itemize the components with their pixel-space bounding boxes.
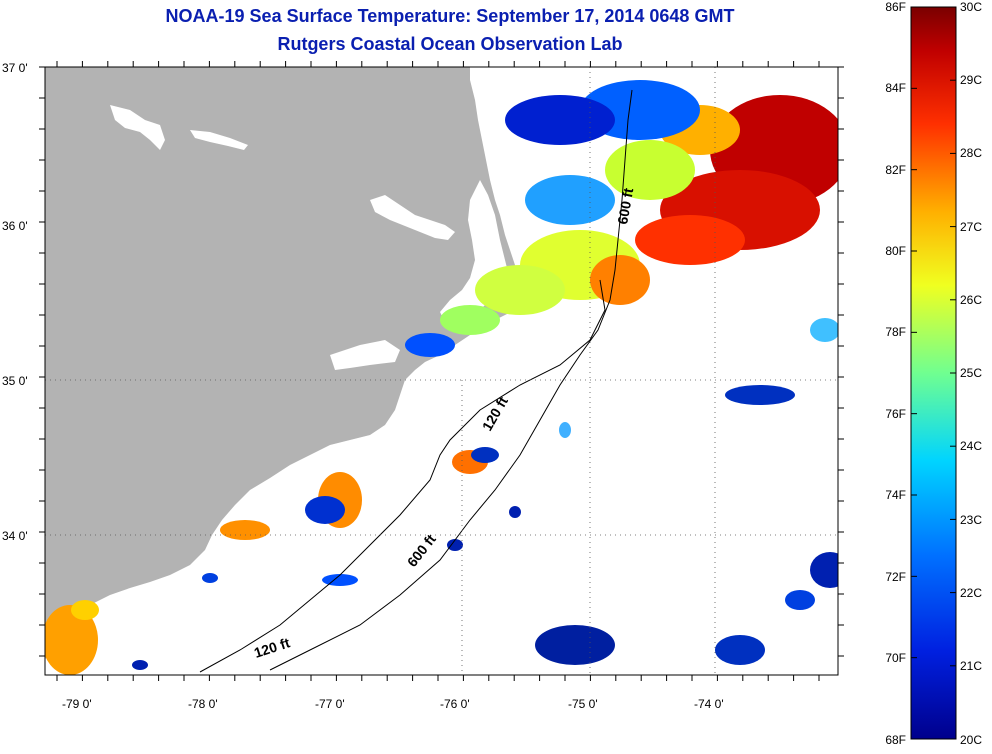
axis-ticks xyxy=(39,61,844,681)
lon-label-75: -75 0' xyxy=(568,697,598,711)
colorbar-c-label: 25C xyxy=(960,366,983,380)
colorbar-f-label: 86F xyxy=(885,0,906,14)
contour-600ft xyxy=(269,89,633,671)
colorbar-ticks xyxy=(911,6,956,740)
colorbar-c-label: 21C xyxy=(960,659,983,673)
map-title: NOAA-19 Sea Surface Temperature: Septemb… xyxy=(165,6,735,26)
colorbar xyxy=(910,6,957,740)
lon-label-74: -74 0' xyxy=(694,697,724,711)
colorbar-f-label: 74F xyxy=(885,488,906,502)
contour-120ft xyxy=(199,279,606,673)
colorbar-c-label: 26C xyxy=(960,293,983,307)
colorbar-f-label: 84F xyxy=(885,81,906,95)
lon-label-78: -78 0' xyxy=(188,697,218,711)
sound-water xyxy=(330,340,400,370)
map-subtitle: Rutgers Coastal Ocean Observation Lab xyxy=(277,34,623,54)
colorbar-c-label: 23C xyxy=(960,513,983,527)
lon-label-79: -79 0' xyxy=(62,697,92,711)
map-frame xyxy=(44,66,839,676)
colorbar-f-label: 76F xyxy=(885,407,906,421)
colorbar-f-label: 78F xyxy=(885,325,906,339)
lat-label-34: 34 0' xyxy=(2,529,28,543)
colorbar-f-label: 80F xyxy=(885,244,906,258)
colorbar-c-label: 24C xyxy=(960,439,983,453)
colorbar-f-label: 72F xyxy=(885,570,906,584)
lat-label-35: 35 0' xyxy=(2,374,28,388)
colorbar-c-label: 20C xyxy=(960,733,983,747)
grid-lines xyxy=(45,67,838,675)
sound-water xyxy=(370,195,455,240)
lat-label-37: 37 0' xyxy=(2,61,28,75)
colorbar-c-label: 22C xyxy=(960,586,983,600)
lat-label-36: 36 0' xyxy=(2,219,28,233)
contour-label-600ft-north: 600 ft xyxy=(614,186,636,225)
river-water xyxy=(110,105,165,150)
river-water xyxy=(190,130,248,150)
lon-label-76: -76 0' xyxy=(440,697,470,711)
colorbar-f-label: 68F xyxy=(885,733,906,747)
colorbar-c-label: 30C xyxy=(960,0,983,14)
lon-label-77: -77 0' xyxy=(315,697,345,711)
colorbar-f-label: 70F xyxy=(885,651,906,665)
colorbar-c-label: 28C xyxy=(960,146,983,160)
colorbar-c-label: 27C xyxy=(960,220,983,234)
sst-patches xyxy=(45,80,838,675)
colorbar-c-label: 29C xyxy=(960,73,983,87)
colorbar-f-label: 82F xyxy=(885,163,906,177)
